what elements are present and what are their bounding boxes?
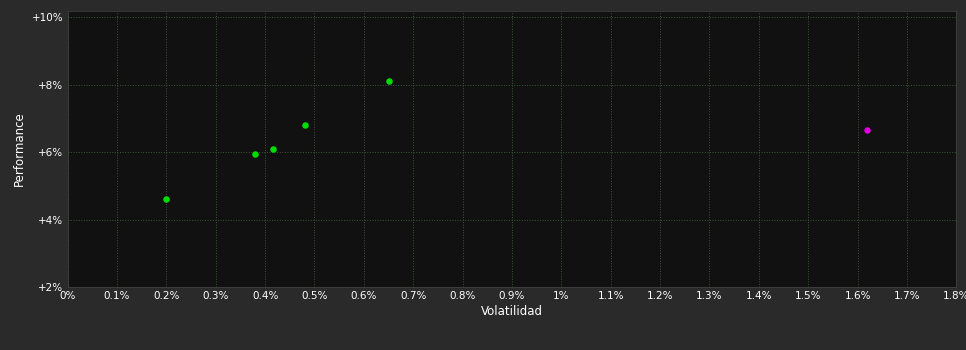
Point (158, 197, 174, 202)
Point (265, 146, 280, 152)
Point (297, 122, 312, 128)
Point (381, 78, 396, 84)
Y-axis label: Performance: Performance (14, 111, 26, 186)
Point (860, 127, 875, 133)
Point (247, 151, 263, 156)
X-axis label: Volatilidad: Volatilidad (481, 305, 543, 318)
